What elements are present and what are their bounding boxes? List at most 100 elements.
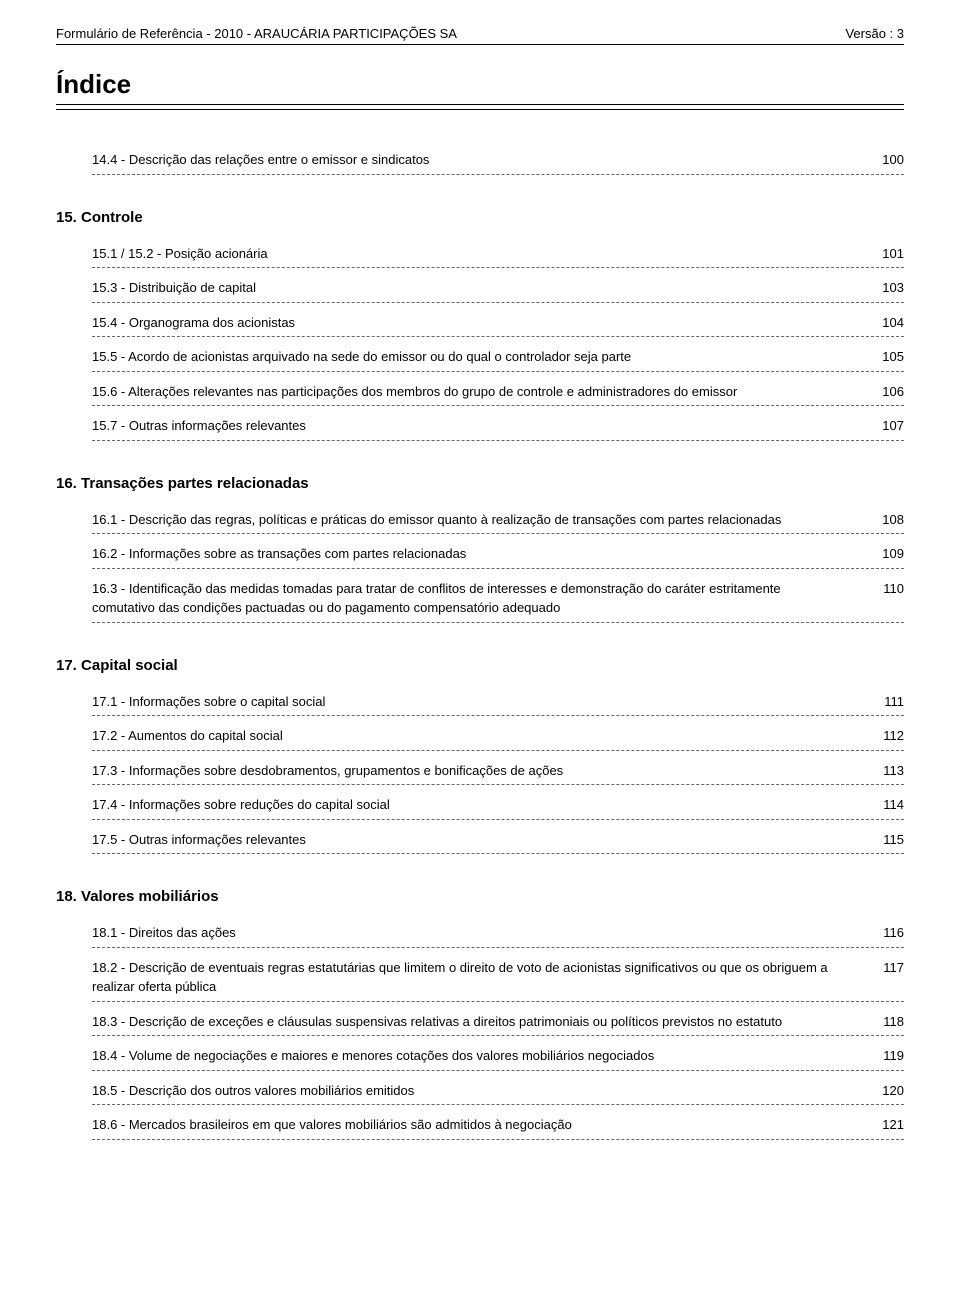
toc-item-text: 17.3 - Informações sobre desdobramentos,… [92, 761, 870, 781]
toc-item-text: 15.5 - Acordo de acionistas arquivado na… [92, 347, 870, 367]
toc-item-row: 18.3 - Descrição de exceções e cláusulas… [56, 1012, 904, 1032]
toc-item: 17.4 - Informações sobre reduções do cap… [56, 795, 904, 820]
toc-item: 17.2 - Aumentos do capital social112 [56, 726, 904, 751]
toc-item-row: 18.4 - Volume de negociações e maiores e… [56, 1046, 904, 1066]
toc-item-divider [92, 336, 904, 337]
toc-item-divider [92, 1001, 904, 1002]
toc-item-row: 15.5 - Acordo de acionistas arquivado na… [56, 347, 904, 367]
toc-item-row: 14.4 - Descrição das relações entre o em… [56, 150, 904, 170]
toc-item: 17.3 - Informações sobre desdobramentos,… [56, 761, 904, 786]
index-title: Índice [56, 69, 904, 100]
toc-item: 16.2 - Informações sobre as transações c… [56, 544, 904, 569]
toc-item-divider [92, 371, 904, 372]
toc-item-text: 18.2 - Descrição de eventuais regras est… [92, 958, 870, 997]
toc-item-divider [92, 440, 904, 441]
toc-item-page: 117 [870, 958, 904, 978]
header-right: Versão : 3 [845, 26, 904, 41]
toc-item-divider [92, 405, 904, 406]
toc-item-page: 103 [870, 278, 904, 298]
toc-item-text: 18.3 - Descrição de exceções e cláusulas… [92, 1012, 870, 1032]
toc-item-divider [92, 267, 904, 268]
toc-item-row: 16.2 - Informações sobre as transações c… [56, 544, 904, 564]
toc-item-text: 18.6 - Mercados brasileiros em que valor… [92, 1115, 870, 1135]
toc-item: 15.7 - Outras informações relevantes107 [56, 416, 904, 441]
toc-item-divider [92, 750, 904, 751]
toc-item-text: 18.1 - Direitos das ações [92, 923, 870, 943]
header-left: Formulário de Referência - 2010 - ARAUCÁ… [56, 26, 457, 41]
toc-item-row: 16.3 - Identificação das medidas tomadas… [56, 579, 904, 618]
toc-item-divider [92, 302, 904, 303]
toc-item-page: 109 [870, 544, 904, 564]
toc-item: 18.6 - Mercados brasileiros em que valor… [56, 1115, 904, 1140]
toc-item-row: 15.4 - Organograma dos acionistas104 [56, 313, 904, 333]
toc-item-divider [92, 1139, 904, 1140]
toc-item-page: 104 [870, 313, 904, 333]
toc-item-divider [92, 568, 904, 569]
toc-item-row: 17.5 - Outras informações relevantes115 [56, 830, 904, 850]
toc-item-page: 121 [870, 1115, 904, 1135]
toc-item-text: 18.4 - Volume de negociações e maiores e… [92, 1046, 870, 1066]
section-heading: 17. Capital social [56, 657, 904, 674]
toc-item-divider [92, 947, 904, 948]
toc-item-text: 15.4 - Organograma dos acionistas [92, 313, 870, 333]
toc-item-text: 17.5 - Outras informações relevantes [92, 830, 870, 850]
toc-item-divider [92, 853, 904, 854]
toc-item-row: 16.1 - Descrição das regras, políticas e… [56, 510, 904, 530]
toc-item-text: 17.1 - Informações sobre o capital socia… [92, 692, 870, 712]
sections-container: 14.4 - Descrição das relações entre o em… [56, 150, 904, 1140]
toc-item-text: 16.3 - Identificação das medidas tomadas… [92, 579, 870, 618]
toc-item: 15.3 - Distribuição de capital103 [56, 278, 904, 303]
toc-item-page: 114 [870, 795, 904, 815]
toc-item-page: 115 [870, 830, 904, 850]
toc-item-text: 17.4 - Informações sobre reduções do cap… [92, 795, 870, 815]
toc-item-page: 119 [870, 1046, 904, 1066]
toc-item-divider [92, 174, 904, 175]
section-heading: 18. Valores mobiliários [56, 888, 904, 905]
toc-item-text: 16.2 - Informações sobre as transações c… [92, 544, 870, 564]
toc-item-divider [92, 1104, 904, 1105]
toc-item-row: 18.2 - Descrição de eventuais regras est… [56, 958, 904, 997]
toc-item-page: 101 [870, 244, 904, 264]
toc-item-text: 15.6 - Alterações relevantes nas partici… [92, 382, 870, 402]
toc-item-page: 110 [870, 579, 904, 599]
toc-item-text: 15.1 / 15.2 - Posição acionária [92, 244, 870, 264]
toc-item-divider [92, 715, 904, 716]
toc-item-divider [92, 533, 904, 534]
toc-item-page: 108 [870, 510, 904, 530]
toc-item-divider [92, 784, 904, 785]
toc-item-divider [92, 1035, 904, 1036]
toc-item-text: 17.2 - Aumentos do capital social [92, 726, 870, 746]
toc-item-row: 17.1 - Informações sobre o capital socia… [56, 692, 904, 712]
toc-item: 16.3 - Identificação das medidas tomadas… [56, 579, 904, 623]
toc-item-row: 18.1 - Direitos das ações116 [56, 923, 904, 943]
toc-item-divider [92, 622, 904, 623]
toc-item-row: 15.3 - Distribuição de capital103 [56, 278, 904, 298]
toc-item: 18.4 - Volume de negociações e maiores e… [56, 1046, 904, 1071]
section-heading: 15. Controle [56, 209, 904, 226]
toc-item-page: 111 [870, 692, 904, 712]
toc-item-row: 15.7 - Outras informações relevantes107 [56, 416, 904, 436]
header-rule [56, 44, 904, 45]
toc-item: 15.1 / 15.2 - Posição acionária101 [56, 244, 904, 269]
toc-item-row: 15.1 / 15.2 - Posição acionária101 [56, 244, 904, 264]
toc-item: 14.4 - Descrição das relações entre o em… [56, 150, 904, 175]
toc-item-row: 18.6 - Mercados brasileiros em que valor… [56, 1115, 904, 1135]
section-heading: 16. Transações partes relacionadas [56, 475, 904, 492]
toc-item-text: 15.7 - Outras informações relevantes [92, 416, 870, 436]
toc-item-page: 118 [870, 1012, 904, 1032]
toc-item-page: 100 [870, 150, 904, 170]
toc-item-page: 106 [870, 382, 904, 402]
index-title-rules [56, 104, 904, 110]
toc-item: 18.5 - Descrição dos outros valores mobi… [56, 1081, 904, 1106]
toc-item-text: 16.1 - Descrição das regras, políticas e… [92, 510, 870, 530]
toc-item-row: 17.3 - Informações sobre desdobramentos,… [56, 761, 904, 781]
toc-item: 17.5 - Outras informações relevantes115 [56, 830, 904, 855]
toc-item: 15.5 - Acordo de acionistas arquivado na… [56, 347, 904, 372]
toc-item-text: 15.3 - Distribuição de capital [92, 278, 870, 298]
toc-item-page: 107 [870, 416, 904, 436]
toc-item: 17.1 - Informações sobre o capital socia… [56, 692, 904, 717]
toc-item: 15.6 - Alterações relevantes nas partici… [56, 382, 904, 407]
toc-item-text: 14.4 - Descrição das relações entre o em… [92, 150, 870, 170]
toc-item-text: 18.5 - Descrição dos outros valores mobi… [92, 1081, 870, 1101]
toc-item: 16.1 - Descrição das regras, políticas e… [56, 510, 904, 535]
